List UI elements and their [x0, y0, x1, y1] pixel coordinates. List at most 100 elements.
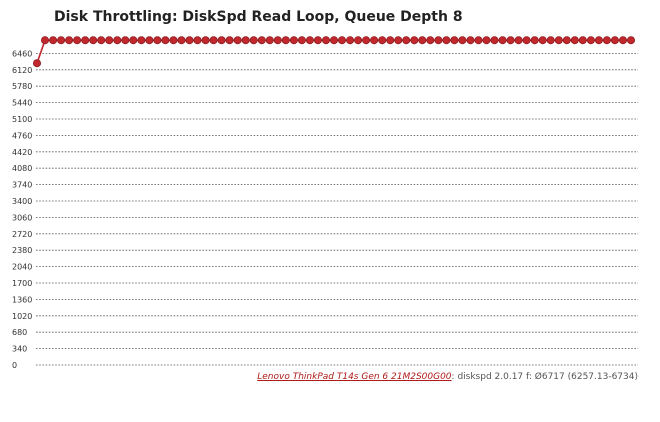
- data-point[interactable]: [65, 36, 74, 45]
- data-point[interactable]: [121, 36, 130, 45]
- data-point[interactable]: [185, 36, 194, 45]
- data-point[interactable]: [627, 36, 636, 45]
- y-tick-label: 2720: [12, 230, 32, 239]
- y-tick-label: 5440: [12, 99, 32, 108]
- data-point[interactable]: [354, 36, 363, 45]
- data-point[interactable]: [570, 36, 579, 45]
- data-point[interactable]: [201, 36, 210, 45]
- y-tick-label: 1020: [12, 312, 32, 321]
- data-point[interactable]: [81, 36, 90, 45]
- data-point[interactable]: [530, 36, 539, 45]
- data-point[interactable]: [57, 36, 66, 45]
- data-point[interactable]: [554, 36, 563, 45]
- data-point[interactable]: [506, 36, 515, 45]
- data-point[interactable]: [313, 36, 322, 45]
- data-point[interactable]: [410, 36, 419, 45]
- data-point[interactable]: [378, 36, 387, 45]
- y-tick-label: 6120: [12, 66, 32, 75]
- y-tick-label: 4760: [12, 131, 32, 140]
- data-point[interactable]: [265, 36, 274, 45]
- data-point[interactable]: [450, 36, 459, 45]
- data-point[interactable]: [73, 36, 82, 45]
- data-point[interactable]: [466, 36, 475, 45]
- y-tick-label: 680: [12, 328, 27, 337]
- data-point[interactable]: [578, 36, 587, 45]
- data-point[interactable]: [346, 36, 355, 45]
- y-tick-label: 3400: [12, 197, 32, 206]
- device-link[interactable]: Lenovo ThinkPad T14s Gen 6 21M2S00G00: [257, 372, 452, 382]
- data-point[interactable]: [49, 36, 58, 45]
- data-point[interactable]: [418, 36, 427, 45]
- y-tick-label: 3060: [12, 213, 32, 222]
- data-point[interactable]: [442, 36, 451, 45]
- data-point[interactable]: [33, 59, 42, 68]
- chart-title: Disk Throttling: DiskSpd Read Loop, Queu…: [54, 9, 463, 25]
- data-point[interactable]: [402, 36, 411, 45]
- y-tick-label: 4420: [12, 148, 32, 157]
- data-point[interactable]: [546, 36, 555, 45]
- data-point[interactable]: [370, 36, 379, 45]
- data-point[interactable]: [161, 36, 170, 45]
- data-point[interactable]: [105, 36, 114, 45]
- data-point[interactable]: [89, 36, 98, 45]
- data-point[interactable]: [113, 36, 122, 45]
- data-point[interactable]: [297, 36, 306, 45]
- data-point[interactable]: [257, 36, 266, 45]
- y-tick-label: 6460: [12, 49, 32, 58]
- data-point[interactable]: [145, 36, 154, 45]
- data-point[interactable]: [233, 36, 242, 45]
- data-point[interactable]: [97, 36, 106, 45]
- y-tick-label: 2040: [12, 263, 32, 272]
- data-point[interactable]: [586, 36, 595, 45]
- data-point[interactable]: [610, 36, 619, 45]
- data-point[interactable]: [321, 36, 330, 45]
- data-point[interactable]: [337, 36, 346, 45]
- data-point[interactable]: [241, 36, 250, 45]
- data-point[interactable]: [498, 36, 507, 45]
- data-point[interactable]: [394, 36, 403, 45]
- data-point[interactable]: [137, 36, 146, 45]
- data-point[interactable]: [329, 36, 338, 45]
- data-point[interactable]: [619, 36, 628, 45]
- data-point[interactable]: [129, 36, 138, 45]
- y-tick-label: 340: [12, 345, 27, 354]
- y-tick-label: 5100: [12, 115, 32, 124]
- y-tick-label: 3740: [12, 181, 32, 190]
- benchmark-details: : diskspd 2.0.17 f: Ø6717 (6257.13-6734): [451, 372, 638, 382]
- data-point[interactable]: [217, 36, 226, 45]
- data-point[interactable]: [209, 36, 218, 45]
- chart-footer: Lenovo ThinkPad T14s Gen 6 21M2S00G00: d…: [257, 372, 638, 382]
- data-point[interactable]: [153, 36, 162, 45]
- data-point[interactable]: [458, 36, 467, 45]
- data-point[interactable]: [594, 36, 603, 45]
- data-point[interactable]: [434, 36, 443, 45]
- data-point[interactable]: [273, 36, 282, 45]
- data-point[interactable]: [386, 36, 395, 45]
- data-point[interactable]: [490, 36, 499, 45]
- data-point[interactable]: [538, 36, 547, 45]
- data-point[interactable]: [362, 36, 371, 45]
- data-point[interactable]: [193, 36, 202, 45]
- data-point[interactable]: [177, 36, 186, 45]
- y-tick-label: 0: [12, 361, 17, 370]
- data-point[interactable]: [474, 36, 483, 45]
- data-point[interactable]: [281, 36, 290, 45]
- data-point[interactable]: [562, 36, 571, 45]
- data-point[interactable]: [249, 36, 258, 45]
- data-point[interactable]: [482, 36, 491, 45]
- data-point[interactable]: [305, 36, 314, 45]
- y-tick-label: 1360: [12, 295, 32, 304]
- data-point[interactable]: [289, 36, 298, 45]
- data-point[interactable]: [426, 36, 435, 45]
- data-point[interactable]: [169, 36, 178, 45]
- data-point[interactable]: [41, 36, 50, 45]
- y-tick-label: 5780: [12, 82, 32, 91]
- data-point[interactable]: [225, 36, 234, 45]
- data-point[interactable]: [522, 36, 531, 45]
- data-point[interactable]: [602, 36, 611, 45]
- data-point[interactable]: [514, 36, 523, 45]
- y-tick-label: 4080: [12, 164, 32, 173]
- y-tick-label: 2380: [12, 246, 32, 255]
